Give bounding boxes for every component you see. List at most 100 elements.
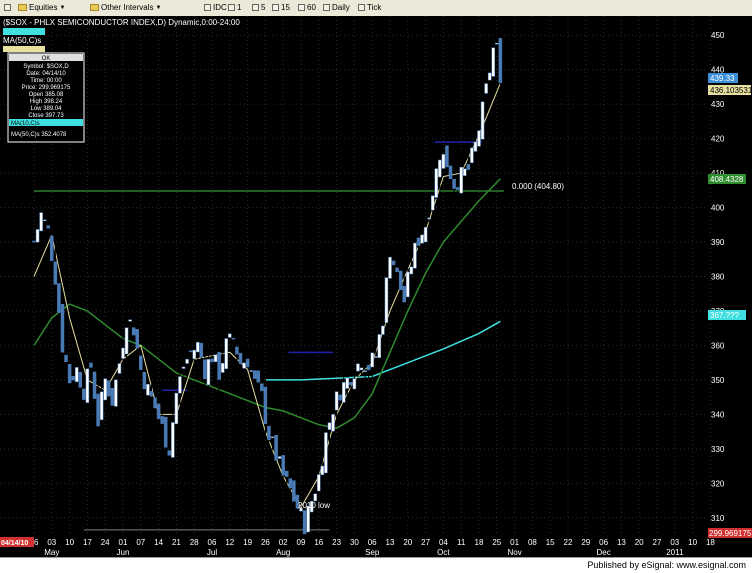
y-axis: 3103203303403503603703803904004104204304… <box>711 31 725 523</box>
month-label: Nov <box>507 548 521 557</box>
candle-body <box>267 425 271 440</box>
toolbar-menu-button[interactable] <box>4 1 13 14</box>
candle-body <box>292 480 296 502</box>
x-tick-label: 20 <box>403 538 412 547</box>
candle-body <box>149 391 154 397</box>
date-box <box>0 537 34 547</box>
candle-body <box>416 237 421 246</box>
price-axis <box>707 16 752 535</box>
candle-body <box>217 351 221 380</box>
interval-60-label: 60 <box>307 3 316 12</box>
x-tick-label: 07 <box>136 538 145 547</box>
candle-body <box>153 397 157 409</box>
candle-body <box>285 470 289 477</box>
candle-body <box>146 383 150 396</box>
candle-body <box>388 256 392 279</box>
candle-body <box>181 366 186 369</box>
candle-body <box>487 72 492 81</box>
y-tick-label: 430 <box>711 100 725 109</box>
candle-body <box>306 505 310 533</box>
toolbar-interval-15[interactable]: 15 <box>272 1 290 14</box>
candle-body <box>384 277 389 323</box>
candle-body <box>484 83 488 94</box>
data-window-price: Price: 299.969175 <box>22 85 71 91</box>
candle-body <box>427 217 431 220</box>
candle-body <box>206 359 211 386</box>
right-axis-labels: 439.33 436.103531 408.4328 367.??? 299.9… <box>708 73 752 538</box>
toolbar-equities[interactable]: Equities ▼ <box>18 1 65 14</box>
toolbar-interval-5[interactable]: 5 <box>252 1 265 14</box>
candle-body <box>235 346 239 355</box>
candle-body <box>359 367 364 371</box>
candle-body <box>470 147 474 164</box>
x-tick-label: 10 <box>688 538 697 547</box>
x-tick-label: 30 <box>350 538 359 547</box>
ma-long-value-label: 408.4328 <box>710 175 744 184</box>
candle-body <box>374 356 378 358</box>
toolbar-interval-idc[interactable]: IDC <box>204 1 227 14</box>
candle-body <box>242 362 246 369</box>
x-tick-label: 13 <box>386 538 395 547</box>
x-tick-label: 03 <box>670 538 679 547</box>
ma200-legend-swatch <box>3 28 45 35</box>
candle-body <box>107 380 111 397</box>
candle-body <box>320 465 325 476</box>
candle-body <box>341 382 346 403</box>
candle-body <box>338 394 342 401</box>
candle-body <box>199 342 204 358</box>
x-tick-label: 18 <box>475 538 484 547</box>
toolbar-other-intervals[interactable]: Other Intervals ▼ <box>90 1 161 14</box>
candle-body <box>85 368 90 403</box>
candle-body <box>42 219 47 222</box>
candle-body <box>82 388 86 400</box>
toolbar-interval-1[interactable]: 1 <box>228 1 241 14</box>
toolbar-interval-tick[interactable]: Tick <box>358 1 381 14</box>
x-tick-label: 04 <box>439 538 448 547</box>
candle-body <box>423 227 428 243</box>
month-label: Jul <box>207 548 217 557</box>
candle-body <box>78 371 83 388</box>
candle-body <box>324 432 328 474</box>
data-window-close: Close 397.73 <box>28 113 64 119</box>
x-tick-label: 08 <box>528 538 537 547</box>
candle-body <box>89 362 93 368</box>
data-window-symbol: Symbol: $SOX,D <box>23 64 69 70</box>
equities-label: Equities <box>29 3 58 12</box>
candle-body <box>46 225 50 229</box>
y-tick-label: 410 <box>711 169 725 178</box>
candle-body <box>124 327 129 355</box>
candle-body <box>99 391 104 421</box>
toolbar-interval-daily[interactable]: Daily <box>323 1 350 14</box>
x-tick-label: 22 <box>564 538 573 547</box>
candle-body <box>110 388 115 406</box>
candle-body <box>131 327 136 336</box>
y-tick-label: 420 <box>711 135 725 144</box>
candle-body <box>174 392 179 425</box>
candle-body <box>156 403 161 420</box>
price-chart[interactable]: 3103203303403503603703803904004104204304… <box>0 16 752 557</box>
data-window-ma-long: MA(50,C)s 352.4078 <box>11 132 67 138</box>
y-tick-label: 320 <box>711 479 725 488</box>
candle-body <box>363 370 367 372</box>
interval-15-label: 15 <box>281 3 290 12</box>
x-tick-label: 21 <box>172 538 181 547</box>
month-label: Oct <box>437 548 450 557</box>
candles <box>32 21 503 551</box>
candle-body <box>263 386 268 424</box>
x-tick-label: 26 <box>30 538 39 547</box>
toolbar-interval-60[interactable]: 60 <box>298 1 316 14</box>
candle-body <box>231 337 236 340</box>
candle-body <box>299 507 303 512</box>
plot-area <box>0 16 707 535</box>
candle-body <box>60 304 65 353</box>
interval-icon <box>228 4 235 11</box>
data-window: OK Symbol: $SOX,D Date: 04/14/10 Time: 0… <box>7 52 85 143</box>
candle-body <box>313 493 317 502</box>
candle-body <box>121 347 125 359</box>
support-level-label: 0.000 (404.80) <box>512 182 564 191</box>
data-window-time: Time: 00:00 <box>30 78 62 84</box>
candle-body <box>463 168 467 176</box>
candle-body <box>438 159 442 178</box>
candle-body <box>64 354 68 362</box>
candle-body <box>220 362 225 373</box>
